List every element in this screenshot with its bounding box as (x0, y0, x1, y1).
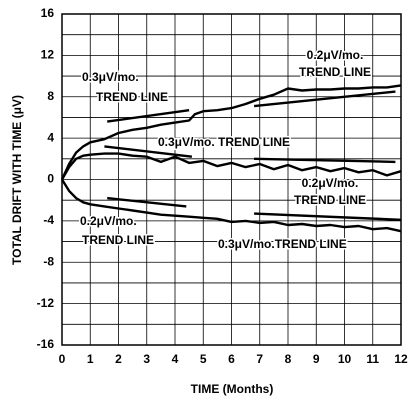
x-tick-label: 1 (87, 352, 94, 366)
data-line (253, 90, 396, 108)
annotation: TREND LINE (294, 193, 366, 207)
y-tick-label: 4 (47, 130, 54, 144)
annotation: 0.3μV/mo. (82, 70, 139, 84)
x-tick-label: 12 (394, 352, 408, 366)
y-tick-label: -12 (37, 296, 55, 310)
y-tick-label: 16 (41, 6, 55, 20)
annotation: TREND LINE (299, 65, 371, 79)
x-tick-label: 4 (172, 352, 179, 366)
y-axis-label: TOTAL DRIFT WITH TIME (μV) (10, 95, 24, 265)
data-line (60, 152, 402, 181)
data-line (104, 145, 193, 158)
x-axis-label: TIME (Months) (191, 382, 274, 396)
data-line (254, 157, 396, 164)
x-tick-label: 6 (228, 352, 235, 366)
x-tick-label: 2 (115, 352, 122, 366)
data-line (60, 178, 402, 233)
y-tick-label: 0 (47, 172, 54, 186)
x-tick-label: 0 (59, 352, 66, 366)
y-tick-label: -8 (43, 254, 54, 268)
y-tick-label: -4 (43, 213, 54, 227)
annotation: 0.2μV/mo. (307, 48, 364, 62)
y-tick-label: 8 (47, 89, 54, 103)
x-tick-label: 10 (338, 352, 352, 366)
x-tick-label: 8 (285, 352, 292, 366)
data-line (107, 196, 187, 208)
annotation: TREND LINE (82, 233, 154, 247)
x-tick-label: 3 (143, 352, 150, 366)
x-tick-label: 5 (200, 352, 207, 366)
annotation: TREND LINE (96, 90, 168, 104)
data-line (60, 84, 402, 180)
annotation: 0.3μV/mo.TREND LINE (218, 237, 347, 251)
data-line (107, 109, 190, 123)
y-tick-label: -16 (37, 337, 55, 351)
x-tick-label: 7 (256, 352, 263, 366)
x-tick-label: 9 (313, 352, 320, 366)
y-tick-label: 12 (41, 48, 55, 62)
data-line (254, 212, 402, 221)
x-tick-label: 11 (366, 352, 379, 366)
annotation: 0.2μV/mo. (80, 214, 137, 228)
annotation: 0.3μV/mo. TREND LINE (158, 135, 290, 149)
annotation: 0.2μV/mo. (302, 176, 359, 190)
